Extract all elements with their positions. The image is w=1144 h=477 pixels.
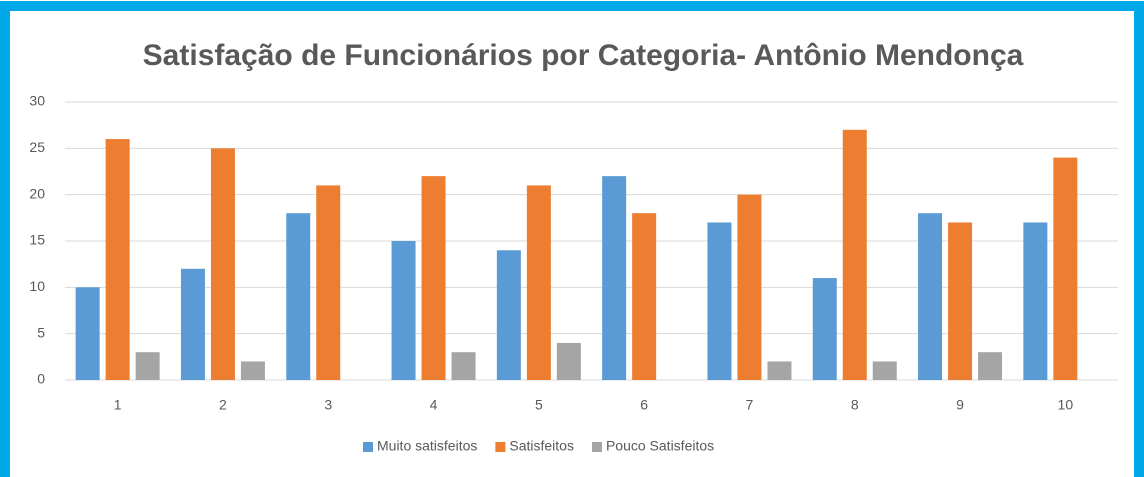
bar [842,129,867,380]
x-tick-label: 10 [1058,397,1074,413]
bar [812,278,837,380]
x-tick-label: 2 [219,397,227,413]
legend-label: Pouco Satisfeitos [606,438,714,454]
bar [948,222,973,380]
bar [240,361,265,380]
y-tick-label: 0 [37,371,45,387]
bar [1053,157,1078,380]
bar [75,287,100,380]
bar [918,213,943,380]
legend-swatch [591,442,602,452]
bar [286,213,311,380]
bar [602,176,627,380]
y-tick-label: 30 [29,93,45,109]
y-tick-label: 10 [29,278,45,294]
x-tick-label: 3 [324,397,332,413]
bar [707,222,732,380]
bar [180,268,205,380]
x-tick-label: 6 [640,397,648,413]
bar [1023,222,1048,380]
bar [978,352,1003,380]
y-tick-label: 15 [29,232,45,248]
legend-swatch [495,442,506,452]
legend-swatch [363,442,373,452]
y-tick-label: 25 [29,139,45,155]
bar [737,194,762,380]
legend-label: Muito satisfeitos [377,438,477,454]
bar [135,352,160,380]
x-tick-label: 5 [535,397,543,413]
bar [526,185,551,380]
bar [556,342,581,380]
x-tick-label: 7 [746,397,754,413]
chart-title: Satisfação de Funcionários por Categoria… [143,39,1024,72]
y-tick-label: 5 [37,324,45,340]
x-tick-label: 9 [956,397,964,413]
bar [451,352,476,380]
bar [872,361,897,380]
x-tick-label: 8 [851,397,859,413]
bar [210,148,235,380]
bar [105,139,130,380]
bar [496,250,521,380]
legend-label: Satisfeitos [509,438,574,454]
bar [391,241,416,380]
x-tick-label: 4 [430,397,438,413]
bar [421,176,446,380]
x-tick-label: 1 [114,397,122,413]
bar [632,213,657,380]
bar [316,185,341,380]
bar [767,361,792,380]
y-tick-label: 20 [29,185,45,201]
